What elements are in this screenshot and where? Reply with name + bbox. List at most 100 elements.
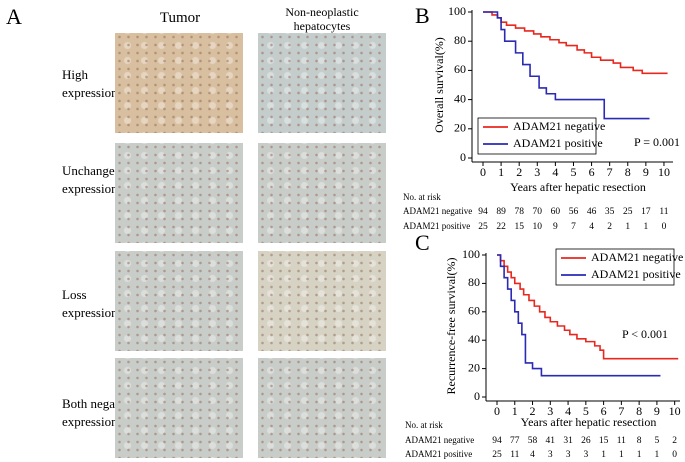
risk-row-label: ADAM21 positive <box>405 449 472 459</box>
risk-count: 77 <box>510 436 520 446</box>
risk-title: No. at risk <box>403 192 441 202</box>
legend-box <box>477 117 597 155</box>
panel-label: A <box>6 4 22 29</box>
micrograph <box>258 143 386 243</box>
micrograph <box>258 251 386 351</box>
row-label: Loss expression <box>62 287 118 320</box>
risk-count: 1 <box>619 450 624 460</box>
risk-count: 10 <box>533 222 543 232</box>
survival-curve <box>483 11 668 75</box>
column-heading: Tumor <box>159 10 201 26</box>
risk-count: 11 <box>617 436 626 446</box>
x-tick-label: 8 <box>625 165 631 179</box>
x-tick-label: 6 <box>601 404 607 418</box>
risk-count: 3 <box>548 450 553 460</box>
x-tick-label: 8 <box>636 404 642 418</box>
x-tick-label: 0 <box>494 404 500 418</box>
risk-count: 26 <box>581 436 591 446</box>
legend-label: ADAM21 negative <box>513 119 605 133</box>
y-tick-label: 0 <box>474 389 480 403</box>
risk-count: 56 <box>569 207 579 217</box>
x-axis-label: Years after hepatic resection <box>521 415 657 429</box>
x-axis-label: Years after hepatic resection <box>510 180 646 194</box>
x-tick-label: 7 <box>618 404 624 418</box>
micrograph <box>258 33 386 133</box>
p-value: P = 0.001 <box>634 135 680 149</box>
risk-count: 1 <box>625 222 630 232</box>
micrograph <box>115 33 243 133</box>
risk-row-label: ADAM21 positive <box>403 221 470 231</box>
risk-count: 94 <box>478 207 488 217</box>
risk-count: 58 <box>528 436 538 446</box>
x-tick-label: 2 <box>530 404 536 418</box>
risk-count: 15 <box>599 436 609 446</box>
risk-count: 2 <box>607 222 612 232</box>
micrograph <box>115 358 243 458</box>
micrograph <box>258 358 386 458</box>
risk-count: 11 <box>510 450 519 460</box>
risk-count: 25 <box>478 222 488 232</box>
y-tick-label: 40 <box>454 91 466 105</box>
risk-count: 78 <box>514 207 524 217</box>
x-tick-label: 10 <box>658 165 670 179</box>
y-tick-label: 20 <box>454 121 466 135</box>
row-label: Unchanged expression <box>62 163 122 196</box>
p-value: P < 0.001 <box>622 327 668 341</box>
survival-curve <box>497 254 661 377</box>
risk-count: 4 <box>589 222 594 232</box>
y-tick-label: 60 <box>468 304 480 318</box>
risk-count: 1 <box>601 450 606 460</box>
y-tick-label: 20 <box>468 360 480 374</box>
risk-count: 35 <box>605 207 615 217</box>
risk-count: 1 <box>643 222 648 232</box>
x-tick-label: 10 <box>669 404 681 418</box>
x-tick-label: 9 <box>643 165 649 179</box>
y-tick-label: 80 <box>454 33 466 47</box>
risk-count: 25 <box>623 207 633 217</box>
x-tick-label: 6 <box>589 165 595 179</box>
y-tick-label: 80 <box>468 275 480 289</box>
risk-count: 31 <box>563 436 573 446</box>
x-tick-label: 9 <box>654 404 660 418</box>
x-tick-label: 4 <box>552 165 558 179</box>
x-tick-label: 2 <box>516 165 522 179</box>
risk-count: 3 <box>583 450 588 460</box>
panel-label: B <box>415 3 430 28</box>
y-tick-label: 40 <box>468 332 480 346</box>
risk-count: 25 <box>492 450 502 460</box>
x-tick-label: 4 <box>565 404 571 418</box>
risk-count: 70 <box>533 207 543 217</box>
y-tick-label: 100 <box>462 247 480 261</box>
y-tick-label: 60 <box>454 62 466 76</box>
risk-count: 2 <box>672 436 677 446</box>
y-tick-label: 100 <box>448 4 466 18</box>
risk-count: 8 <box>637 436 642 446</box>
survival-curve <box>483 11 650 120</box>
risk-row-label: ADAM21 negative <box>403 206 472 216</box>
legend-label: ADAM21 positive <box>513 136 603 150</box>
x-tick-label: 1 <box>498 165 504 179</box>
micrograph <box>115 251 243 351</box>
survival-curve <box>497 254 679 360</box>
risk-count: 41 <box>546 436 556 446</box>
legend-box <box>555 248 675 286</box>
x-tick-label: 5 <box>570 165 576 179</box>
risk-count: 11 <box>659 207 668 217</box>
risk-count: 1 <box>655 450 660 460</box>
risk-title: No. at risk <box>405 420 443 430</box>
risk-count: 60 <box>551 207 561 217</box>
panel-label: C <box>415 230 430 255</box>
micrograph <box>115 143 243 243</box>
row-label: High expression <box>62 67 118 100</box>
risk-count: 4 <box>530 450 535 460</box>
y-axis-label: Recurrence-free survival(%) <box>444 258 458 395</box>
legend-label: ADAM21 negative <box>591 250 683 264</box>
risk-count: 89 <box>496 207 506 217</box>
risk-count: 5 <box>655 436 660 446</box>
x-tick-label: 1 <box>512 404 518 418</box>
x-tick-label: 5 <box>583 404 589 418</box>
risk-count: 22 <box>496 222 506 232</box>
y-axis-label: Overall survival(%) <box>432 37 446 133</box>
risk-row-label: ADAM21 negative <box>405 435 474 445</box>
